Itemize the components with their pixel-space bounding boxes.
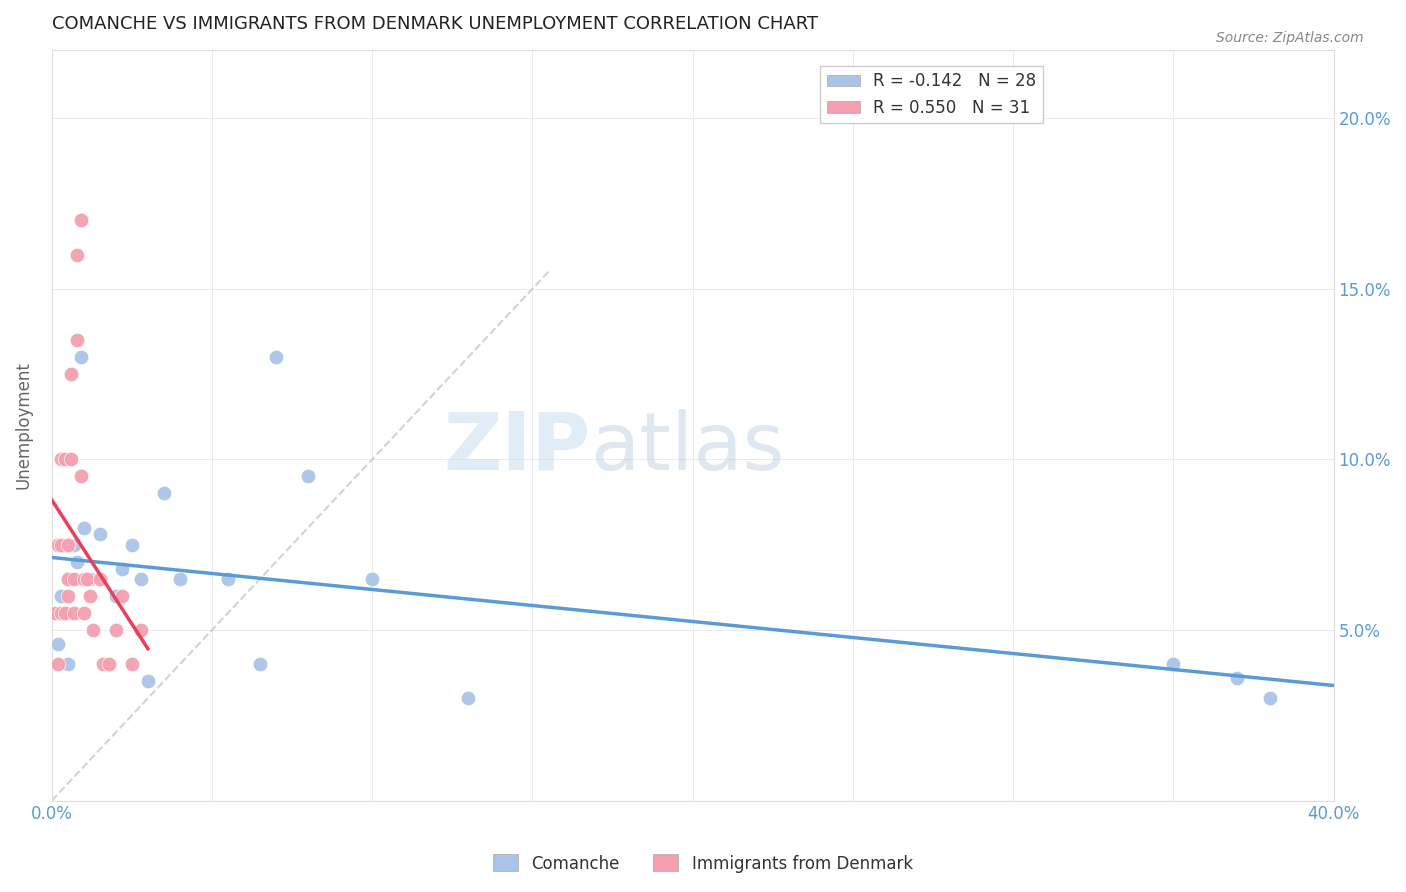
Point (63, 572, 86, 586)
Point (121, 657, 143, 672)
Point (104, 623, 127, 637)
Point (46, 657, 69, 672)
Point (56, 589, 79, 603)
Point (59, 452, 82, 467)
Legend: R = -0.142   N = 28, R = 0.550   N = 31: R = -0.142 N = 28, R = 0.550 N = 31 (820, 66, 1043, 123)
Point (131, 623, 153, 637)
Point (297, 469, 319, 483)
Point (56, 538, 79, 552)
Point (73, 520, 96, 534)
Point (79, 572, 101, 586)
Text: COMANCHE VS IMMIGRANTS FROM DENMARK UNEMPLOYMENT CORRELATION CHART: COMANCHE VS IMMIGRANTS FROM DENMARK UNEM… (52, 15, 818, 33)
Text: ZIP: ZIP (443, 409, 591, 487)
Point (89, 572, 111, 586)
Point (46, 637, 69, 651)
Point (59, 572, 82, 586)
Point (111, 589, 134, 603)
Text: atlas: atlas (591, 409, 785, 487)
Point (44, 606, 66, 620)
Point (136, 674, 159, 689)
Point (361, 572, 384, 586)
Point (63, 538, 86, 552)
Point (59, 367, 82, 381)
Point (66, 333, 89, 347)
Point (457, 691, 479, 706)
Point (98, 657, 121, 672)
Point (121, 538, 143, 552)
Point (76, 572, 98, 586)
Point (56, 572, 79, 586)
Point (131, 572, 153, 586)
Point (264, 350, 287, 364)
Point (73, 606, 96, 620)
Point (169, 572, 191, 586)
Point (53, 606, 76, 620)
Point (63, 606, 86, 620)
Point (46, 538, 69, 552)
Text: Source: ZipAtlas.com: Source: ZipAtlas.com (1216, 31, 1364, 45)
Point (91, 657, 114, 672)
Legend: Comanche, Immigrants from Denmark: Comanche, Immigrants from Denmark (486, 847, 920, 880)
Point (51, 589, 73, 603)
Point (104, 589, 127, 603)
Point (111, 561, 134, 575)
Point (69, 213, 91, 227)
Point (56, 657, 79, 672)
Point (82, 623, 104, 637)
Point (69, 350, 91, 364)
Point (53, 606, 76, 620)
Point (73, 572, 96, 586)
Point (66, 555, 89, 569)
Point (1163, 657, 1185, 672)
Point (217, 572, 239, 586)
Point (51, 538, 73, 552)
Point (69, 469, 91, 483)
Point (51, 452, 73, 467)
Point (53, 452, 76, 467)
Point (153, 486, 176, 500)
Point (249, 657, 271, 672)
Point (79, 589, 101, 603)
Point (1226, 671, 1249, 685)
Point (66, 247, 89, 261)
Point (51, 606, 73, 620)
Point (89, 527, 111, 541)
Point (1258, 691, 1281, 706)
Point (56, 572, 79, 586)
Y-axis label: Unemployment: Unemployment (15, 361, 32, 489)
